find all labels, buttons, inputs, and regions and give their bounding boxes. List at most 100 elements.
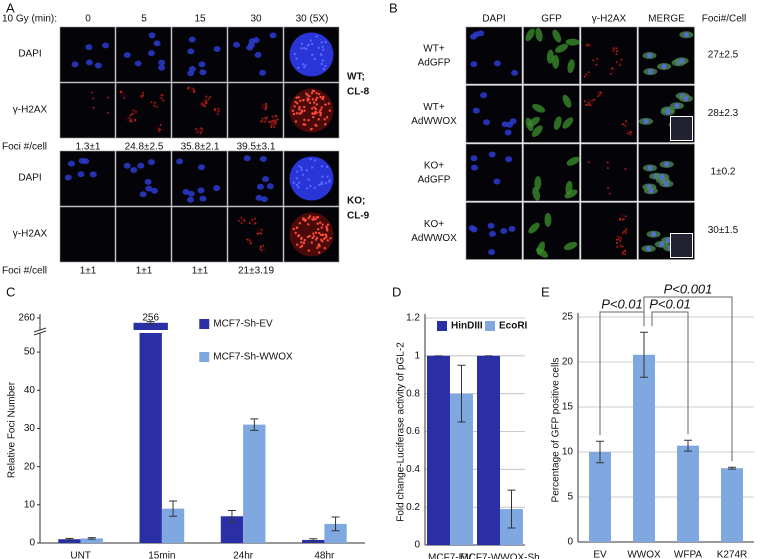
speckle [322,233,325,236]
focus [193,91,195,94]
y-tick-label: 40 [24,385,36,396]
focus [272,119,275,122]
focus [156,105,158,108]
nucleus-glow [619,249,626,256]
error-bar [250,418,259,431]
focus [271,115,274,118]
speckle [291,109,295,112]
nucleus-glow [195,127,202,134]
nucleus [470,226,478,233]
speckle [319,238,323,241]
speckle [297,186,300,189]
focus [588,44,591,47]
focus [205,102,207,105]
focus [262,244,264,247]
nucleus [255,194,263,201]
speckle [299,166,303,169]
speckle [296,170,299,173]
speckle [318,251,321,254]
nucleus [187,70,195,77]
focus [264,108,267,111]
cell [546,49,554,64]
speckle [310,241,314,244]
speckle [324,40,327,44]
focus [246,238,249,241]
legend-swatch [485,321,495,331]
micrograph [638,85,695,143]
focus [587,101,590,104]
speckle [295,57,298,60]
speckle [307,249,310,252]
speckle [302,99,305,102]
focus [271,120,273,122]
focus [587,71,590,74]
micrograph-background [580,202,638,260]
focus [192,87,195,90]
focus [259,246,262,249]
legend-swatch [199,352,210,362]
speckle [324,103,327,106]
micrograph [465,85,523,143]
nucleus [89,171,97,178]
micrograph [283,82,340,139]
y-tick-label: 20 [562,357,574,368]
speckle [314,231,318,234]
speckle [324,123,327,126]
foci-value: 1±1 [80,266,97,277]
speckle [319,111,322,115]
micrograph [227,26,284,83]
error-bar [457,364,466,423]
speckle [296,102,299,105]
nucleus-glow [584,70,591,77]
speckle [326,229,329,232]
focus [620,58,623,61]
legend-label: MCF7-Sh-EV [213,319,273,330]
foci-value: 28±2.3 [708,108,739,119]
speckle [311,112,314,115]
focus [192,89,195,92]
speckle [300,168,303,172]
nucleus [144,178,152,185]
error-bar [684,439,692,452]
focus [243,220,246,223]
focus [134,119,137,122]
speckle [308,95,311,98]
group-label: KO; [347,196,365,207]
error-bar [169,500,178,517]
micrograph [227,206,284,263]
speckle [319,233,323,237]
nucleus-glow [93,107,100,114]
column-header: 5 [141,14,147,25]
focus [617,238,620,241]
y-tick-label: 0.4 [406,464,420,475]
speckle [320,226,323,229]
speckle [300,236,303,240]
focus [248,239,251,242]
speckle [314,98,318,102]
row-label: AdGFP [418,58,451,69]
speckle [301,63,305,66]
focus [130,120,133,123]
x-tick-label: 48hr [314,551,335,559]
bar [80,538,103,543]
y-tick-label: 0 [567,537,573,548]
bar [58,539,81,543]
micrograph [580,85,638,143]
y-axis-label: Percentage of GFP positive cells [551,358,562,503]
nucleus-glow [131,109,138,116]
micrograph [580,26,638,85]
focus [162,99,165,102]
micrograph [580,143,638,202]
speckle [308,234,312,238]
nucleus [501,121,509,128]
speckle [314,217,317,221]
nucleus [67,160,75,167]
foci-label: Foci #/cell [2,142,47,153]
speckle [298,222,302,225]
focus [261,117,264,120]
focus [585,44,588,47]
focus [617,235,620,238]
row-label: γ-H2AX [13,229,48,240]
focus [275,122,277,125]
